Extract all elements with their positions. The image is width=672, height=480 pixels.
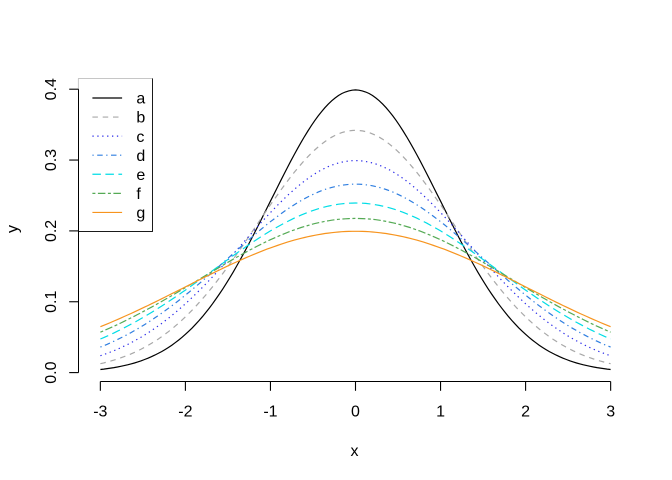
svg-text:0.1: 0.1 — [43, 291, 60, 313]
svg-text:e: e — [136, 167, 145, 184]
svg-text:d: d — [136, 148, 145, 165]
svg-text:0.4: 0.4 — [43, 78, 60, 100]
svg-text:x: x — [351, 443, 359, 460]
svg-text:0.3: 0.3 — [43, 149, 60, 171]
svg-text:2: 2 — [521, 404, 530, 421]
svg-text:-2: -2 — [178, 404, 192, 421]
svg-text:c: c — [136, 129, 144, 146]
svg-text:g: g — [136, 205, 145, 222]
svg-text:3: 3 — [606, 404, 615, 421]
svg-text:0.2: 0.2 — [43, 220, 60, 242]
svg-text:1: 1 — [436, 404, 445, 421]
svg-text:-1: -1 — [263, 404, 277, 421]
svg-text:0: 0 — [351, 404, 360, 421]
svg-text:0.0: 0.0 — [43, 361, 60, 383]
svg-text:f: f — [136, 186, 141, 203]
svg-text:a: a — [136, 91, 145, 108]
svg-text:y: y — [5, 225, 22, 233]
svg-text:b: b — [136, 110, 145, 127]
svg-text:-3: -3 — [93, 404, 107, 421]
